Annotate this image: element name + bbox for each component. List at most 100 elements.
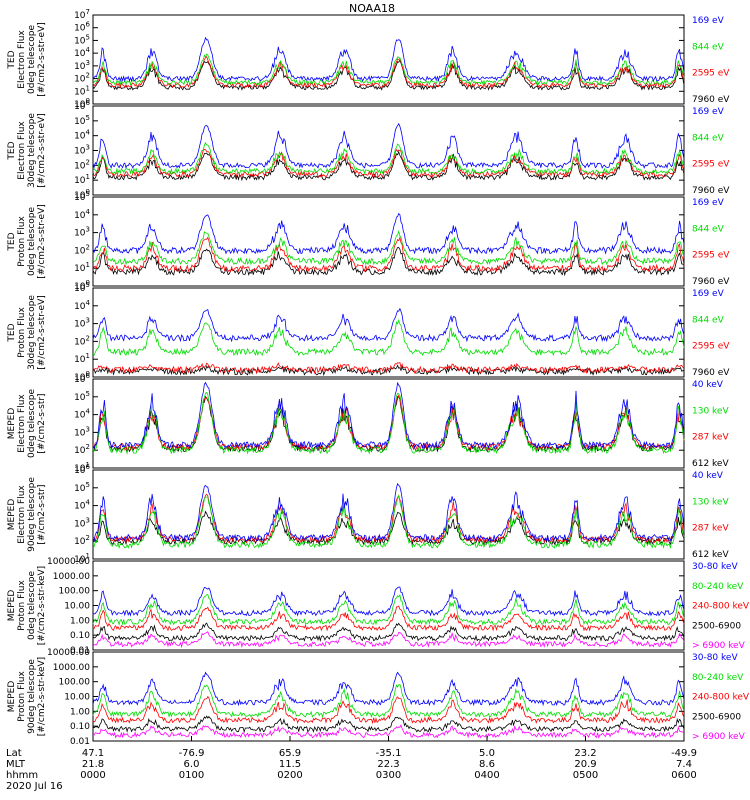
x-lat-label: 65.9 [279, 748, 301, 759]
y-axis-label: TED [7, 141, 17, 160]
series-line [92, 381, 685, 450]
y-tick-label: 102 [74, 534, 90, 547]
y-tick-label: 1.00 [70, 616, 90, 626]
y-tick-label: 104 [74, 46, 90, 59]
y-tick-label: 100 [74, 97, 90, 110]
series-line [92, 55, 685, 89]
panel-7: 0.01 0.10 1.00 10.00 100.00 1000.00 10000.00 ME… [7, 557, 750, 656]
y-axis-label: [#/cm2-s-str-eV] [37, 204, 47, 279]
y-axis-label: 30deg telescope [27, 113, 37, 188]
x-mlt-label: 8.6 [479, 759, 495, 770]
series-line [92, 236, 685, 273]
y-tick-label: 104 [74, 499, 90, 512]
y-tick-label: 1000.00 [53, 663, 90, 673]
y-tick-label: 103 [74, 226, 90, 239]
y-axis-label: MEPED [7, 590, 17, 622]
series-line [92, 482, 685, 543]
y-tick-label: 104 [74, 208, 90, 221]
y-tick-label: 104 [74, 408, 90, 421]
legend-entry: 80-240 keV [692, 673, 744, 683]
y-tick-label: 10000.00 [47, 648, 90, 658]
series-line [92, 494, 685, 550]
y-axis-label: [#/cm2-s-str-keV] [37, 657, 47, 736]
panel-frame [92, 287, 685, 378]
legend-entry: 2500-6900 [692, 621, 741, 631]
y-tick-label: 102 [74, 334, 90, 347]
y-tick-label: 107 [74, 8, 90, 21]
panel-frame [92, 469, 685, 560]
legend-entry: 130 keV [692, 497, 729, 507]
x-date-label: 2020 Jul 16 [6, 781, 63, 792]
x-row-label-hhmm: hhmm [6, 770, 38, 781]
x-mlt-label: 20.9 [574, 759, 596, 770]
chart-title: NOAA18 [349, 2, 395, 15]
y-tick-label: 100 [74, 188, 90, 201]
x-mlt-label: 21.8 [82, 759, 104, 770]
legend-entry: 844 eV [692, 224, 725, 234]
y-axis-label: TED [7, 232, 17, 251]
panel-frame [92, 378, 685, 469]
y-axis-label: Electron Flux [17, 30, 27, 89]
y-axis-label: Proton Flux [17, 671, 27, 722]
series-line [92, 307, 685, 343]
y-tick-label: 106 [74, 372, 90, 385]
legend-entry: 287 keV [692, 524, 729, 534]
y-axis-label: [#/cm2-s-str-eV] [37, 113, 47, 188]
series-line [92, 122, 685, 169]
legend-entry: 2500-6900 [692, 712, 741, 722]
legend-entry: 844 eV [692, 133, 725, 143]
y-tick-label: 0.10 [70, 722, 90, 732]
x-time-label: 0100 [179, 770, 204, 781]
y-tick-label: 0.10 [70, 631, 90, 641]
y-tick-label: 103 [74, 59, 90, 72]
y-tick-label: 100.00 [59, 678, 91, 688]
legend-entry: 7960 eV [692, 368, 730, 378]
y-tick-label: 1.00 [70, 707, 90, 717]
y-axis-label: Electron Flux [17, 121, 27, 180]
y-tick-label: 105 [74, 33, 90, 46]
legend-entry: 130 keV [692, 406, 729, 416]
panel-frame [92, 14, 685, 105]
y-tick-label: 101 [74, 552, 90, 565]
x-row-label-mlt: MLT [6, 759, 26, 770]
y-axis-label: 0deg telescope [27, 207, 37, 277]
y-tick-label: 106 [74, 99, 90, 112]
y-tick-label: 105 [74, 190, 90, 203]
x-time-label: 0200 [277, 770, 302, 781]
series-line [92, 671, 685, 707]
panel-5: 101 102 103 104 105 106 MEPED Electron Flux 0deg… [7, 372, 729, 474]
x-lat-label: -49.9 [671, 748, 697, 759]
legend-entry: 80-240 keV [692, 582, 744, 592]
series-line [92, 586, 685, 617]
y-tick-label: 104 [74, 129, 90, 142]
x-lat-label: -35.1 [376, 748, 402, 759]
legend-entry: 30-80 keV [692, 653, 738, 663]
y-axis-label: Electron Flux [17, 485, 27, 544]
legend-entry: 2595 eV [692, 251, 730, 261]
y-tick-label: 102 [74, 443, 90, 456]
series-line [92, 59, 685, 91]
legend-entry: 40 keV [692, 380, 724, 390]
series-line [92, 715, 685, 734]
y-tick-label: 102 [74, 72, 90, 85]
series-line [92, 141, 685, 176]
x-lat-label: 5.0 [479, 748, 495, 759]
legend-entry: 30-80 keV [692, 562, 738, 572]
y-tick-label: 103 [74, 425, 90, 438]
y-tick-label: 105 [74, 114, 90, 127]
y-axis-label: 90deg telescope [27, 477, 37, 552]
y-axis-label: MEPED [7, 681, 17, 713]
y-axis-label: TED [7, 323, 17, 342]
legend-entry: 7960 eV [692, 95, 730, 105]
x-mlt-label: 11.5 [279, 759, 301, 770]
x-mlt-label: 22.3 [377, 759, 399, 770]
y-axis-label: MEPED [7, 499, 17, 531]
series-line [92, 150, 685, 182]
y-tick-label: 101 [74, 84, 90, 97]
series-line [92, 605, 685, 632]
x-lat-label: 23.2 [574, 748, 596, 759]
y-axis-label: [#/cm2-s-str] [37, 484, 47, 544]
y-tick-label: 100 [74, 279, 90, 292]
